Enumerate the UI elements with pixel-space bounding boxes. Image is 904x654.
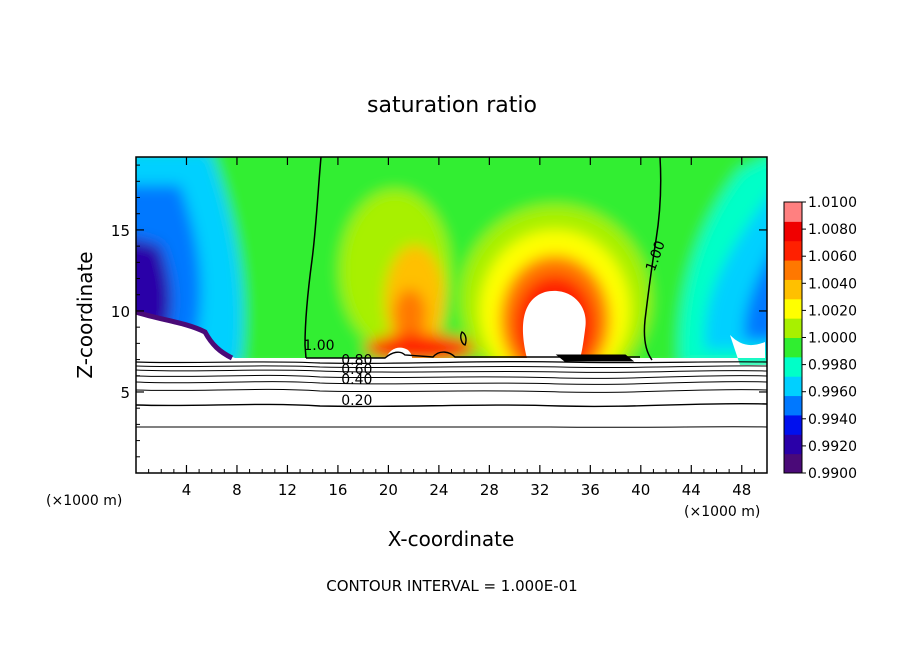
contour-line-strip-1 xyxy=(135,360,768,365)
colorbar-swatch xyxy=(784,453,802,474)
colorbar-swatch xyxy=(784,414,802,435)
colorbar-swatch xyxy=(784,434,802,455)
x-tick-label: 4 xyxy=(182,481,192,499)
x-axis: 4 8 12 16 20 24 28 32 36 40 44 48 xyxy=(148,157,755,499)
contour-line-1.00-base xyxy=(306,351,640,359)
contour-label: 0.80 xyxy=(341,352,372,368)
contour-label: 0.60 xyxy=(341,362,372,378)
colorbar-swatch xyxy=(784,260,802,280)
x-tick-label: 28 xyxy=(480,481,499,499)
contour-line-strip-2 xyxy=(135,365,768,369)
contour-line-strip-7 xyxy=(135,402,768,408)
contour-line-strip-4 xyxy=(135,374,768,379)
colorbar-swatch xyxy=(784,376,802,397)
colorbar-label: 1.0080 xyxy=(808,222,857,238)
x-tick-label: 32 xyxy=(530,481,549,499)
colorbar-swatch xyxy=(784,279,802,300)
contour-label: 0.40 xyxy=(341,372,372,388)
plot-area xyxy=(136,157,767,473)
x-tick-label: 48 xyxy=(732,481,751,499)
x-tick-label: 16 xyxy=(328,481,347,499)
colorbar-label: 0.9960 xyxy=(808,385,857,401)
colorbar-swatch xyxy=(784,395,802,416)
y-tick-label: 5 xyxy=(120,384,130,402)
colorbar-labels: 1.0100 1.0080 1.0060 1.0040 1.0020 1.0000 0.99… xyxy=(802,195,857,482)
colorbar-swatch xyxy=(784,221,802,242)
x-unit-label-left: (×1000 m) xyxy=(46,493,122,509)
x-tick-label: 40 xyxy=(631,481,650,499)
x-tick-label: 44 xyxy=(682,481,701,499)
colorbar-label: 1.0000 xyxy=(808,331,857,347)
contour-line-strip-6 xyxy=(135,388,768,393)
colorbar-label: 0.9920 xyxy=(808,439,857,455)
chart-title: saturation ratio xyxy=(367,93,537,118)
colorbar-swatch xyxy=(784,356,802,377)
contour-line-dense-band xyxy=(555,354,635,362)
y-tick-label: 10 xyxy=(111,303,130,321)
contour-line-1.00-right xyxy=(643,156,662,361)
y-axis-label: Z-coordinate xyxy=(73,251,97,378)
colorbar-swatch xyxy=(784,202,802,222)
colorbar-label: 1.0040 xyxy=(808,276,857,292)
x-tick-label: 36 xyxy=(581,481,600,499)
contour-line-1.00-small-loop xyxy=(460,331,467,346)
x-tick-label: 24 xyxy=(429,481,448,499)
below-cloud-base-mask xyxy=(136,313,767,473)
colorbar-label: 1.0060 xyxy=(808,249,857,265)
y-axis: 5 10 15 xyxy=(111,164,767,458)
contour-label: 0.20 xyxy=(341,393,372,409)
colorbar-swatch xyxy=(784,337,802,358)
colorbar-swatch xyxy=(784,318,802,338)
x-tick-label: 12 xyxy=(278,481,297,499)
contour-lines xyxy=(135,156,768,428)
colorbar-swatch xyxy=(784,298,802,319)
colorbar-label: 1.0100 xyxy=(808,195,857,211)
colorbar-label: 0.9980 xyxy=(808,358,857,374)
supersaturated-core xyxy=(522,290,586,358)
x-axis-label: X-coordinate xyxy=(388,527,515,551)
colorbar-swatch xyxy=(784,240,802,261)
y-tick-label: 15 xyxy=(111,222,130,240)
colorbar-label: 1.0020 xyxy=(808,303,857,319)
contour-line-1.00-left xyxy=(304,156,322,359)
contour-line-strip-8 xyxy=(135,426,768,428)
colorbar xyxy=(783,201,803,474)
contour-interval-note: CONTOUR INTERVAL = 1.000E-01 xyxy=(326,577,577,595)
x-tick-label: 8 xyxy=(232,481,242,499)
contour-line-strip-5 xyxy=(135,381,768,385)
colorbar-label: 0.9940 xyxy=(808,412,857,428)
x-unit-label-right: (×1000 m) xyxy=(684,504,760,520)
contour-line-strip-3 xyxy=(135,369,768,373)
x-tick-label: 20 xyxy=(379,481,398,499)
contour-label: 1.00 xyxy=(303,338,334,354)
colorbar-label: 0.9900 xyxy=(808,466,857,482)
